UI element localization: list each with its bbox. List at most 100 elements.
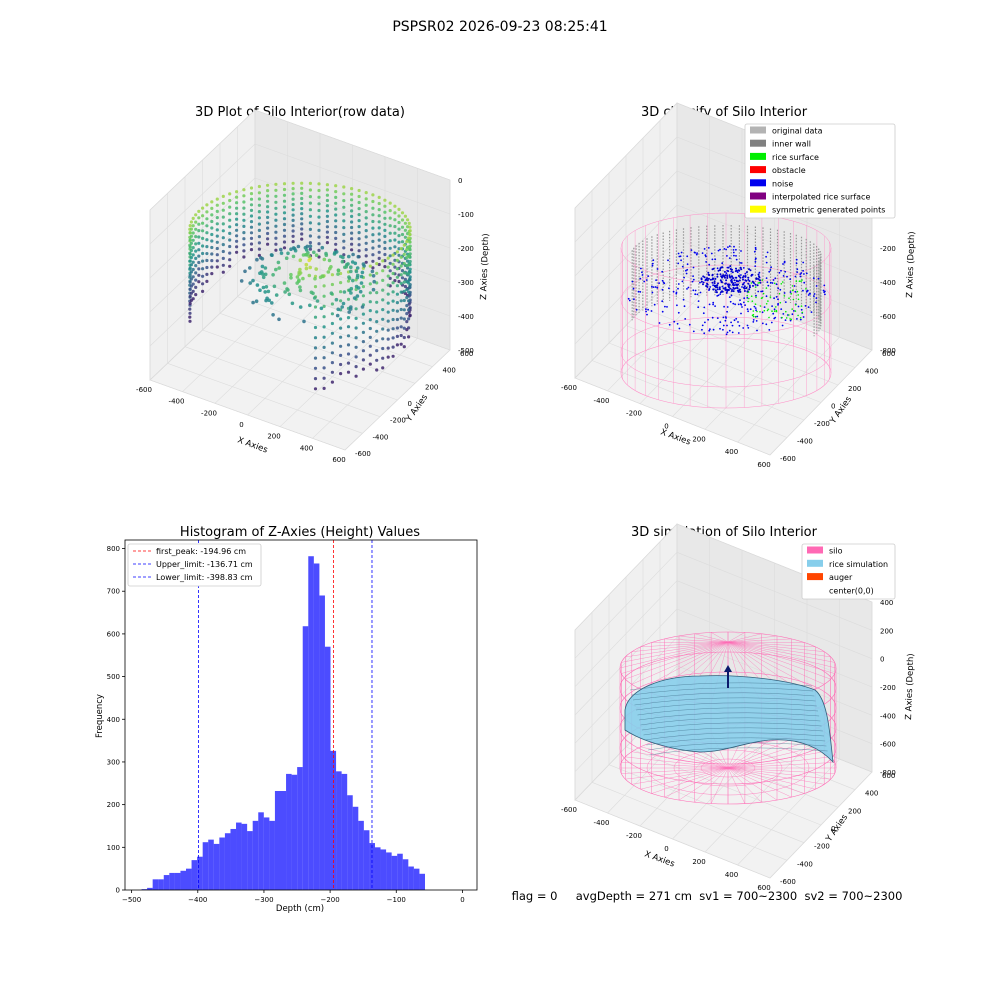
raw-data-point: [191, 216, 195, 220]
noise-point: [782, 313, 785, 315]
sim-grid: [769, 771, 873, 879]
raw-x-tick-label: -200: [201, 409, 217, 417]
raw-data-point: [276, 260, 281, 265]
raw-data-point: [282, 234, 287, 238]
noise-point: [789, 278, 792, 281]
raw-data-point: [388, 246, 392, 250]
noise-point: [717, 269, 720, 272]
noise-point: [743, 301, 745, 304]
raw-data-point: [395, 301, 399, 305]
noise-point: [823, 284, 826, 287]
raw-data-point: [330, 312, 334, 316]
raw-data-point: [364, 241, 368, 245]
rice-surface-point: [750, 282, 753, 284]
raw-data-point: [330, 331, 334, 335]
noise-point: [768, 270, 771, 273]
noise-point: [742, 278, 744, 281]
raw-data-point: [271, 273, 275, 277]
raw-data-point: [334, 242, 338, 246]
raw-data-point: [189, 277, 193, 281]
raw-data-point: [291, 224, 295, 228]
raw-data-point: [210, 252, 214, 256]
raw-data-point: [400, 225, 405, 229]
raw-data-point: [308, 214, 312, 218]
noise-point: [658, 322, 661, 324]
raw-data-point: [344, 265, 349, 269]
raw-data-point: [361, 294, 365, 298]
noise-point: [760, 290, 762, 293]
raw-data-point: [359, 281, 364, 285]
noise-point: [796, 271, 799, 273]
raw-data-point: [235, 212, 239, 216]
raw-z-tick-label: 0: [458, 177, 462, 185]
noise-point: [722, 316, 725, 319]
raw-data-point: [191, 260, 195, 264]
raw-data-point: [274, 267, 278, 272]
raw-data-point: [334, 219, 338, 223]
raw-data-point: [364, 191, 368, 195]
raw-data-point: [242, 212, 246, 216]
sim-x-label: X Axies: [643, 849, 676, 869]
noise-point: [757, 290, 760, 293]
raw-data-point: [313, 366, 318, 370]
raw-data-point: [322, 257, 327, 262]
noise-point: [700, 280, 703, 283]
noise-point: [656, 286, 659, 289]
noise-point: [741, 286, 743, 288]
silo-roof-strut: [640, 641, 729, 647]
noise-point: [780, 308, 783, 310]
raw-data-point: [194, 278, 198, 282]
raw-data-point: [308, 303, 312, 308]
raw-data-point: [304, 266, 309, 271]
raw-data-point: [354, 316, 358, 320]
raw-data-point: [395, 284, 399, 288]
noise-point: [686, 288, 688, 290]
raw-z-tick-label: -100: [458, 211, 474, 219]
raw-grid: [254, 211, 451, 283]
noise-point: [748, 280, 751, 282]
classify-y-tick-label: 600: [882, 350, 895, 358]
raw-data-point: [399, 247, 403, 251]
noise-point: [775, 283, 778, 286]
sim-x-tick-label: -600: [561, 806, 577, 814]
noise-point: [747, 278, 750, 281]
raw-data-point: [325, 188, 329, 192]
raw-data-point: [228, 225, 232, 229]
noise-point: [815, 285, 818, 287]
raw-data-point: [395, 292, 399, 296]
hist-bar: [258, 812, 264, 890]
noise-point: [783, 261, 786, 264]
raw-data-point: [205, 231, 209, 235]
raw-data-point: [322, 315, 326, 319]
noise-point: [731, 275, 734, 278]
raw-point-cloud: [188, 181, 412, 391]
raw-data-point: [353, 261, 358, 266]
noise-point: [684, 318, 687, 320]
noise-point: [716, 275, 719, 278]
raw-data-point: [249, 197, 254, 201]
noise-point: [719, 267, 722, 270]
rice-surface-point: [789, 318, 791, 320]
noise-point: [773, 308, 776, 311]
raw-data-point: [191, 289, 195, 293]
raw-data-point: [399, 316, 403, 320]
rice-surface-point: [759, 305, 762, 307]
hist-bar: [280, 790, 287, 890]
sim-z-tick-label: 200: [880, 627, 893, 635]
noise-point: [718, 288, 721, 291]
raw-x-tick-label: -600: [136, 386, 152, 394]
silo-roof-strut: [727, 633, 762, 643]
raw-data-point: [251, 278, 255, 283]
classify-point-cloud: [620, 212, 832, 409]
noise-point: [718, 286, 721, 289]
sim-z-tick-label: -400: [880, 712, 896, 720]
noise-point: [737, 283, 740, 286]
legend-label: interpolated rice surface: [772, 193, 870, 202]
raw-data-point: [228, 244, 232, 249]
raw-data-point: [388, 231, 392, 235]
raw-data-point: [339, 254, 343, 259]
hist-legend-label: first_peak: -194.96 cm: [156, 547, 246, 556]
raw-data-point: [301, 276, 305, 281]
raw-data-point: [393, 224, 397, 229]
raw-data-point: [188, 280, 192, 284]
